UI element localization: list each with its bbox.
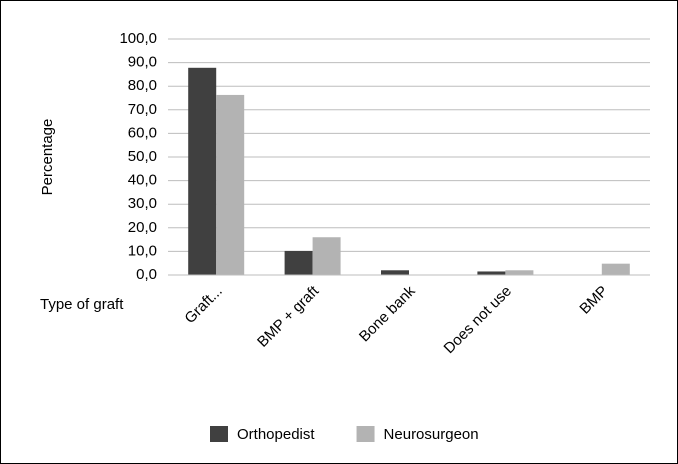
bar — [477, 271, 506, 275]
bar — [312, 237, 341, 275]
bar — [284, 250, 313, 275]
legend-label: Neurosurgeon — [384, 426, 479, 443]
y-tick-label: 40,0 — [128, 172, 157, 189]
bar — [381, 270, 409, 275]
y-axis-label: Percentage — [39, 119, 56, 196]
y-tick-label: 60,0 — [128, 124, 157, 141]
bar — [601, 263, 630, 275]
legend-swatch — [210, 426, 228, 442]
bar — [505, 270, 534, 275]
y-tick-label: 100,0 — [119, 30, 157, 47]
legend-label: Orthopedist — [237, 426, 315, 443]
y-tick-label: 20,0 — [128, 219, 157, 236]
legend-swatch — [356, 426, 375, 442]
bar — [216, 94, 245, 275]
y-tick-label: 90,0 — [128, 54, 157, 71]
y-tick-label: 50,0 — [128, 148, 157, 165]
y-tick-label: 80,0 — [128, 77, 157, 94]
x-axis-label: Type of graft — [40, 296, 124, 313]
bar — [188, 67, 217, 276]
y-tick-label: 10,0 — [128, 242, 157, 259]
y-tick-label: 30,0 — [128, 195, 157, 212]
y-tick-label: 0,0 — [136, 266, 157, 283]
y-tick-label: 70,0 — [128, 101, 157, 118]
